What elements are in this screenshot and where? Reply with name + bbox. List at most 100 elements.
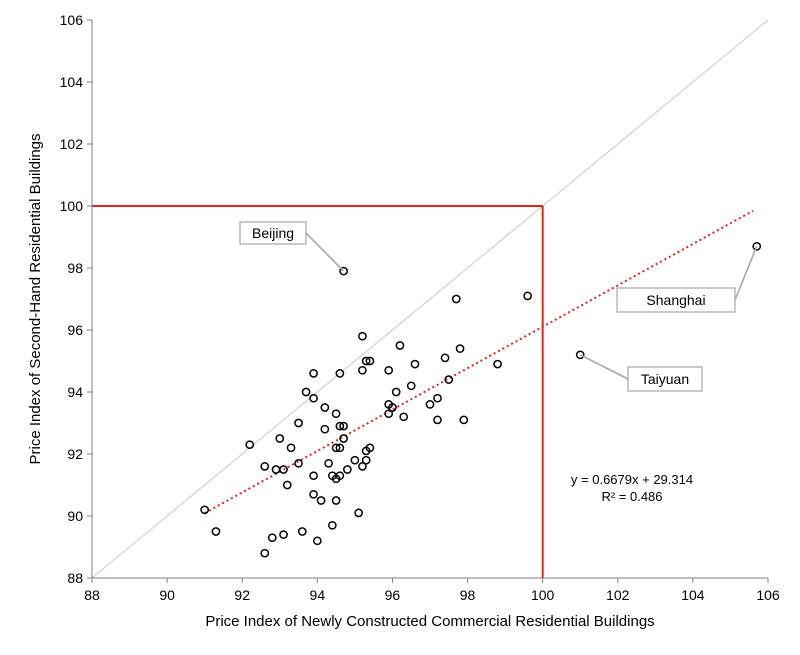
data-point [335,421,345,431]
data-point [331,496,341,505]
callout-label: Shanghai [646,292,705,308]
x-axis-title: Price Index of Newly Constructed Commerc… [205,613,654,630]
trendline-equation: y = 0.6679x + 29.314 [571,472,693,487]
data-point [301,387,311,397]
data-point [343,465,352,474]
y-tick-label: 96 [67,322,83,338]
data-point [388,403,397,412]
x-tick-label: 94 [310,587,326,603]
y-tick-label: 102 [60,136,84,152]
trendline-layer [204,209,754,514]
y-tick-label: 92 [67,446,83,462]
data-point [200,505,210,515]
x-tick-label: 106 [756,587,780,603]
data-point [339,421,348,431]
x-tick-label: 98 [460,587,476,603]
data-point [335,443,345,453]
data-points-layer [200,241,762,558]
y-tick-label: 98 [67,260,83,276]
data-point [211,527,221,536]
y-axis-title: Price Index of Second-Hand Residential B… [27,133,44,464]
axes-layer: 88 90 92 94 96 98 100 102 104 106 88 90 92 94 96 98 100 1… [60,12,780,603]
data-point [339,434,348,443]
data-point [433,415,442,425]
data-point [365,356,375,366]
data-point [320,424,330,434]
data-point [335,369,345,378]
y-tick-label: 100 [60,198,84,214]
data-point [358,365,367,375]
data-point [410,359,420,369]
data-point [312,536,322,546]
data-point [399,412,409,422]
callout-box [627,366,703,392]
data-point [260,548,270,558]
data-point [752,241,762,251]
data-point [267,533,277,543]
data-point [320,403,330,412]
diagonal-line [91,19,769,579]
y-tick-label: 88 [67,570,83,586]
data-point [309,369,318,378]
data-point [331,409,341,419]
data-point [328,520,337,530]
diagonal-layer [91,19,769,579]
data-point [455,344,465,353]
data-point [316,496,326,505]
x-tick-label: 102 [606,587,630,603]
data-point [335,471,345,481]
callout-leader [734,245,758,301]
annotations-layer: Beijing Shanghai Taiyuan [239,221,758,392]
callout-label: Beijing [252,225,294,241]
callout-leader [579,354,629,380]
data-point [493,359,502,369]
data-point [365,443,375,453]
data-point [361,356,371,366]
data-point [286,443,296,453]
data-point [361,455,371,465]
callout-box [239,221,307,245]
x-tick-label: 88 [84,587,100,603]
data-point [275,434,285,443]
y-tick-label: 106 [60,12,84,28]
data-point [425,400,435,409]
data-point [395,341,405,350]
x-tick-label: 96 [385,587,401,603]
data-point [440,353,450,363]
callout-leader [305,232,345,272]
data-point [391,387,401,397]
data-point [294,458,303,468]
data-point [575,350,585,360]
data-point [297,527,307,536]
trendline-r-squared: R² = 0.486 [601,489,662,504]
y-tick-label: 94 [67,384,83,400]
x-tick-label: 92 [234,587,250,603]
data-point [384,365,394,375]
data-point [271,465,281,474]
x-tick-label: 100 [531,587,555,603]
data-point [444,375,454,384]
y-tick-label: 104 [60,74,84,90]
x-tick-label: 90 [159,587,175,603]
callout-label: Taiyuan [641,371,689,387]
data-point [282,480,292,490]
data-point [279,530,288,539]
data-point [358,331,367,341]
data-point [324,458,333,468]
callout-box [616,287,736,313]
reference-lines-layer [92,205,544,578]
data-point [294,418,303,428]
data-point [331,443,341,453]
data-point [350,455,360,465]
data-point [406,381,416,391]
data-point [339,266,348,276]
data-point [245,440,255,450]
data-point [309,489,318,499]
data-point [523,291,532,301]
y-tick-label: 90 [67,508,83,524]
x-tick-label: 104 [681,587,705,603]
data-point [279,465,288,474]
trendline [204,209,754,514]
data-point [309,393,318,403]
data-point [354,508,363,518]
